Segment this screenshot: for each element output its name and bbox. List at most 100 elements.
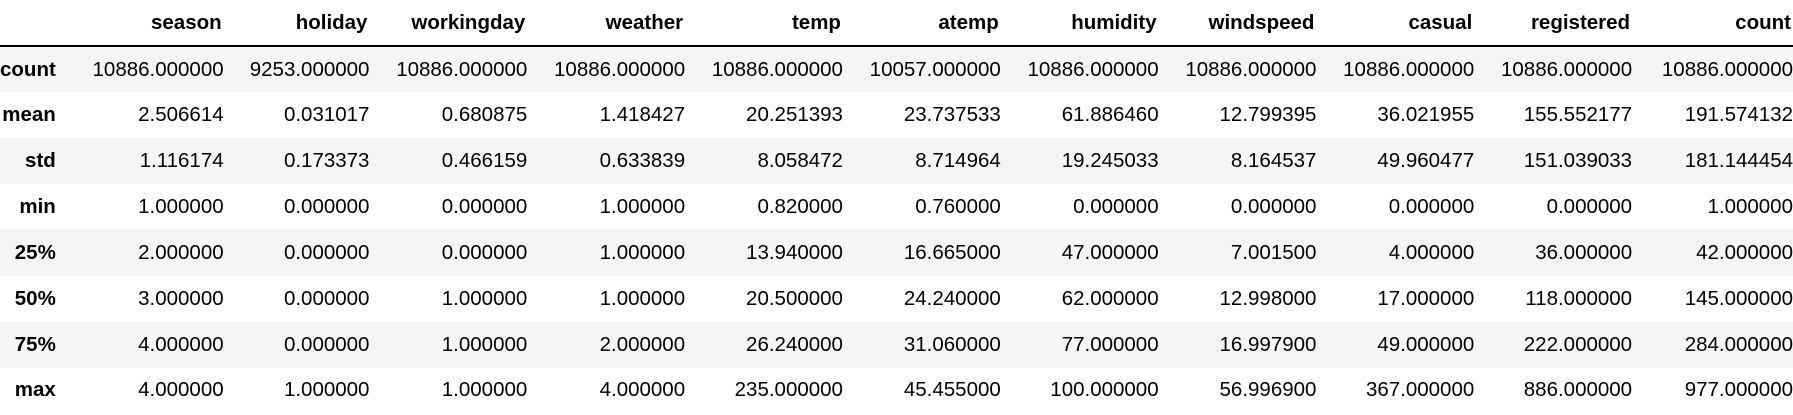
row-label: min bbox=[19, 195, 56, 218]
table-cell: 886.000000 bbox=[1523, 378, 1633, 401]
table-cell: 1.000000 bbox=[599, 195, 686, 218]
table-cell: 0.633839 bbox=[599, 149, 686, 172]
table-cell: 0.000000 bbox=[283, 241, 370, 264]
table-row: min 1.000000 0.000000 0.000000 1.000000 0.820… bbox=[0, 184, 1793, 230]
table-body: count 10886.000000 9253.000000 10886.000000… bbox=[0, 46, 1793, 412]
table-cell: 0.760000 bbox=[915, 195, 1001, 218]
table-cell: 1.116174 bbox=[139, 149, 224, 172]
column-header-weather: weather bbox=[527, 0, 686, 47]
table-cell: 10057.000000 bbox=[869, 57, 1001, 81]
row-label: count bbox=[0, 57, 56, 81]
table-cell: 1.000000 bbox=[283, 378, 370, 401]
table-cell: 1.000000 bbox=[441, 333, 528, 356]
table-cell: 1.000000 bbox=[441, 378, 528, 401]
table-cell: 2.506614 bbox=[138, 103, 224, 126]
table-cell: 0.031017 bbox=[283, 103, 370, 126]
table-cell: 284.000000 bbox=[1684, 333, 1793, 356]
table-cell: 0.466159 bbox=[441, 149, 528, 172]
table-cell: 0.000000 bbox=[283, 287, 370, 310]
table-cell: 155.552177 bbox=[1523, 103, 1633, 126]
table-cell: 16.997900 bbox=[1219, 333, 1317, 356]
table-cell: 36.000000 bbox=[1535, 241, 1633, 264]
table-cell: 2.000000 bbox=[138, 241, 224, 264]
table-cell: 0.000000 bbox=[441, 195, 528, 218]
table-row: max 4.000000 1.000000 1.000000 4.000000 235.0… bbox=[0, 368, 1793, 412]
table-cell: 31.060000 bbox=[903, 333, 1001, 356]
table-cell: 1.000000 bbox=[599, 287, 686, 310]
table-cell: 10886.000000 bbox=[1185, 57, 1317, 81]
table-cell: 26.240000 bbox=[746, 333, 843, 356]
table-row: mean 2.506614 0.031017 0.680875 1.418427 20.2… bbox=[0, 92, 1793, 138]
table-cell: 56.996900 bbox=[1219, 378, 1317, 401]
table-cell: 4.000000 bbox=[1388, 241, 1475, 264]
column-header-season: season bbox=[67, 0, 224, 47]
table-cell: 977.000000 bbox=[1684, 378, 1793, 401]
table-cell: 1.000000 bbox=[138, 195, 224, 218]
table-cell: 7.001500 bbox=[1230, 241, 1317, 264]
table-cell: 151.039033 bbox=[1523, 149, 1633, 172]
table-cell: 61.886460 bbox=[1061, 103, 1159, 126]
row-label: mean bbox=[2, 103, 56, 126]
table-cell: 222.000000 bbox=[1523, 333, 1633, 356]
table-cell: 0.820000 bbox=[757, 195, 843, 218]
table-cell: 12.998000 bbox=[1219, 287, 1317, 310]
column-header-holiday: holiday bbox=[223, 0, 370, 47]
row-label: 75% bbox=[14, 333, 56, 356]
table-cell: 12.799395 bbox=[1219, 103, 1317, 126]
row-label: max bbox=[14, 378, 56, 401]
table-cell: 0.680875 bbox=[441, 103, 528, 126]
column-header-humidity: humidity bbox=[1000, 0, 1159, 47]
table-cell: 47.000000 bbox=[1061, 241, 1159, 264]
table-cell: 181.144454 bbox=[1684, 149, 1793, 172]
row-label: 50% bbox=[14, 287, 56, 310]
table-row: 50% 3.000000 0.000000 1.000000 1.000000 20.50… bbox=[0, 276, 1793, 322]
row-label: std bbox=[25, 149, 56, 172]
row-label: 25% bbox=[14, 241, 56, 264]
table-cell: 100.000000 bbox=[1050, 378, 1159, 401]
table-cell: 49.000000 bbox=[1377, 333, 1475, 356]
table-cell: 4.000000 bbox=[138, 333, 224, 356]
column-header-count: count bbox=[1632, 0, 1793, 47]
table-cell: 10886.000000 bbox=[92, 57, 224, 81]
table-cell: 77.000000 bbox=[1061, 333, 1159, 356]
table-cell: 0.000000 bbox=[1546, 195, 1633, 218]
table-cell: 10886.000000 bbox=[554, 57, 686, 81]
column-header-windspeed: windspeed bbox=[1158, 0, 1317, 47]
table-cell: 42.000000 bbox=[1696, 241, 1793, 264]
table-cell: 1.000000 bbox=[1707, 195, 1793, 218]
column-header-atemp: atemp bbox=[842, 0, 1001, 47]
column-header-workingday: workingday bbox=[369, 0, 528, 47]
table-row: 75% 4.000000 0.000000 1.000000 2.000000 26.24… bbox=[0, 322, 1793, 368]
table-cell: 9253.000000 bbox=[249, 57, 370, 81]
table-cell: 1.000000 bbox=[599, 241, 686, 264]
table-cell: 145.000000 bbox=[1684, 287, 1793, 310]
table-cell: 62.000000 bbox=[1061, 287, 1159, 310]
table-header: season holiday workingday weather temp a… bbox=[0, 0, 1793, 47]
table-cell: 0.000000 bbox=[1230, 195, 1317, 218]
table-cell: 0.000000 bbox=[1073, 195, 1159, 218]
table-cell: 49.960477 bbox=[1377, 149, 1475, 172]
table-cell: 36.021955 bbox=[1377, 103, 1475, 126]
table-cell: 20.500000 bbox=[746, 287, 843, 310]
table-cell: 10886.000000 bbox=[1500, 57, 1633, 81]
table-cell: 10886.000000 bbox=[1661, 57, 1793, 81]
table-cell: 10886.000000 bbox=[711, 57, 843, 81]
table-cell: 118.000000 bbox=[1525, 287, 1633, 310]
table-cell: 10886.000000 bbox=[396, 57, 528, 81]
table-cell: 0.000000 bbox=[283, 333, 370, 356]
table-cell: 24.240000 bbox=[903, 287, 1001, 310]
table-cell: 4.000000 bbox=[599, 378, 686, 401]
table-cell: 10886.000000 bbox=[1343, 57, 1475, 81]
table-cell: 10886.000000 bbox=[1027, 57, 1159, 81]
table-cell: 19.245033 bbox=[1061, 149, 1159, 172]
table-cell: 20.251393 bbox=[746, 103, 843, 126]
table-cell: 8.164537 bbox=[1230, 149, 1317, 172]
table-cell: 45.455000 bbox=[903, 378, 1001, 401]
table-cell: 367.000000 bbox=[1365, 378, 1475, 401]
table-row: count 10886.000000 9253.000000 10886.000000… bbox=[0, 46, 1793, 92]
index-corner bbox=[0, 0, 68, 47]
table-cell: 8.058472 bbox=[757, 149, 843, 172]
table-cell: 3.000000 bbox=[138, 287, 224, 310]
